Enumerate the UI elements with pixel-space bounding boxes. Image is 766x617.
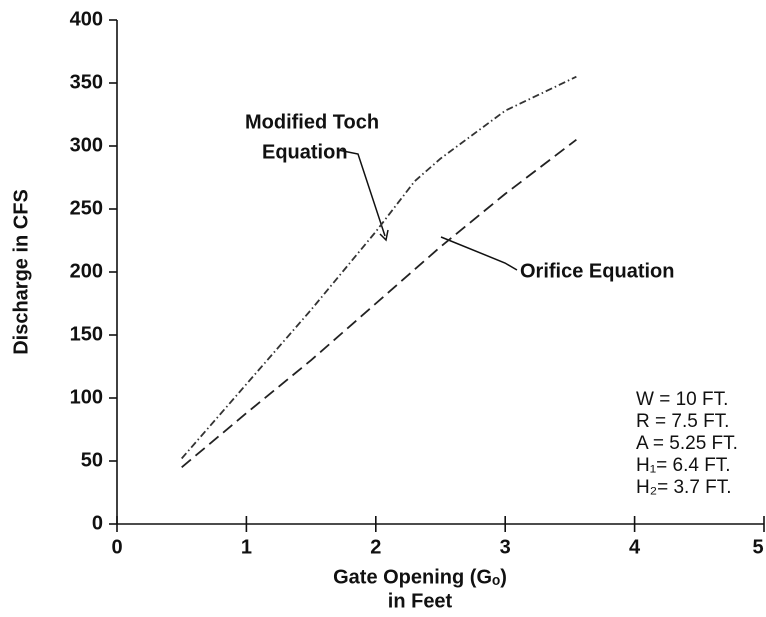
- x-axis-label: in Feet: [388, 590, 453, 612]
- x-tick-label: 4: [629, 536, 641, 558]
- line: [181, 138, 577, 468]
- parameter: H₁= 6.4 FT.: [636, 455, 731, 476]
- annotation: Modified Toch: [245, 111, 379, 133]
- y-tick-label: 150: [70, 323, 103, 345]
- y-tick-label: 400: [70, 8, 103, 30]
- parameter: A = 5.25 FT.: [636, 433, 738, 454]
- line: [181, 75, 577, 460]
- leader-line: [440, 236, 518, 271]
- x-axis-label: Gate Opening (Gₒ): [333, 566, 507, 588]
- y-tick-label: 250: [70, 197, 103, 219]
- parameter: R = 7.5 FT.: [636, 411, 729, 432]
- parameter: H₂= 3.7 FT.: [636, 477, 732, 498]
- y-tick-label: 0: [92, 512, 103, 534]
- y-tick-label: 50: [81, 449, 103, 471]
- annotation: Equation: [262, 141, 348, 163]
- x-tick-label: 2: [370, 536, 381, 558]
- annotation: Orifice Equation: [520, 260, 674, 282]
- y-axis-label: Discharge in CFS: [10, 189, 32, 355]
- x-tick-label: 3: [500, 536, 511, 558]
- y-tick-label: 100: [70, 386, 103, 408]
- y-tick-label: 200: [70, 260, 103, 282]
- x-tick-label: 1: [241, 536, 252, 558]
- x-tick-label: 5: [752, 536, 763, 558]
- y-tick-label: 350: [70, 71, 103, 93]
- leader-line: [337, 149, 386, 237]
- x-tick-label: 0: [111, 536, 122, 558]
- y-tick-label: 300: [70, 134, 103, 156]
- parameter: W = 10 FT.: [636, 389, 728, 410]
- arrow-head: [379, 229, 389, 242]
